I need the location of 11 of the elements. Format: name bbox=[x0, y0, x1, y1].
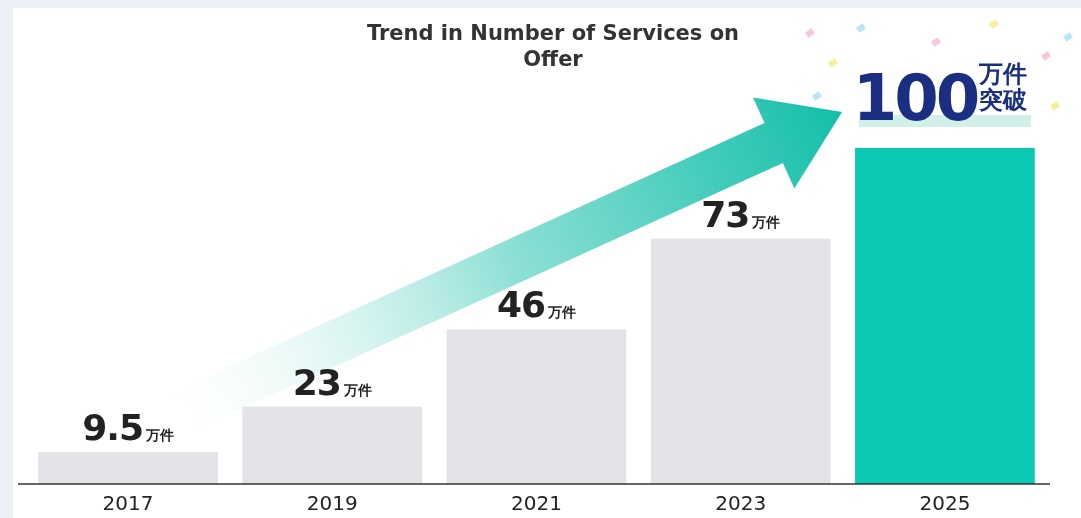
bar bbox=[242, 406, 423, 484]
x-tick-label: 2025 bbox=[919, 491, 971, 515]
x-tick-label: 2021 bbox=[511, 491, 562, 515]
bar bbox=[38, 452, 218, 484]
x-tick-label: 2023 bbox=[715, 491, 767, 515]
chart-title: Trend in Number of Services on Offer bbox=[366, 21, 740, 71]
x-tick-label: 2019 bbox=[306, 491, 358, 515]
x-tick-label: 2017 bbox=[102, 491, 154, 515]
bar bbox=[650, 238, 831, 484]
bar bbox=[446, 329, 627, 484]
bar bbox=[855, 148, 1035, 484]
